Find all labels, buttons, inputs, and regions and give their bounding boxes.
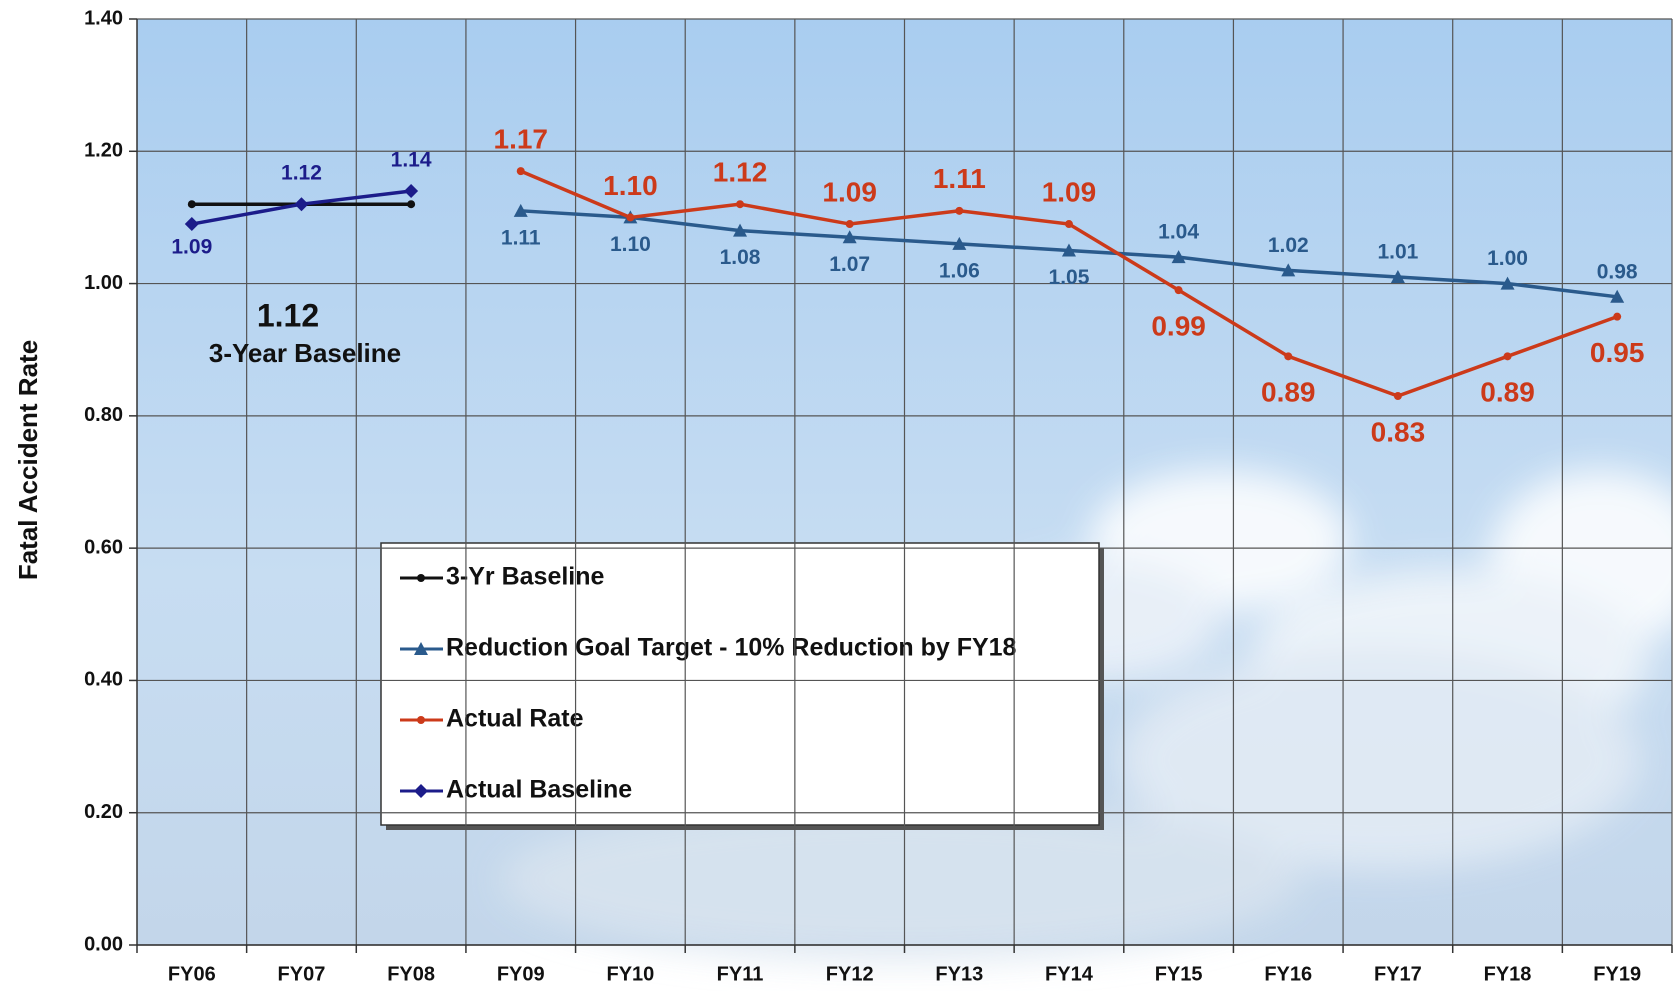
- data-label: 1.01: [1377, 241, 1418, 264]
- x-tick-label: FY18: [1484, 963, 1532, 985]
- legend-label: Actual Baseline: [446, 776, 632, 804]
- y-tick-label: 1.00: [84, 272, 123, 294]
- annotation: 3-Year Baseline: [209, 338, 401, 368]
- data-point: [626, 213, 635, 222]
- x-tick-label: FY09: [497, 963, 545, 985]
- clouds: [500, 470, 1675, 960]
- data-label: 0.89: [1480, 377, 1535, 408]
- data-label: 1.17: [494, 124, 549, 155]
- data-label: 1.10: [610, 233, 651, 256]
- legend-label: Actual Rate: [446, 705, 584, 733]
- y-tick-label: 1.20: [84, 140, 123, 162]
- data-label: 0.98: [1597, 260, 1638, 283]
- data-label: 1.06: [939, 259, 980, 282]
- data-point: [952, 236, 967, 250]
- data-label: 0.89: [1261, 377, 1316, 408]
- annotation: 1.12: [257, 297, 319, 333]
- y-tick-label: 0.60: [84, 536, 123, 558]
- legend-marker: [417, 574, 425, 582]
- data-label: 0.95: [1590, 337, 1645, 368]
- y-tick-label: 1.40: [84, 7, 123, 29]
- data-label: 1.02: [1268, 234, 1309, 257]
- data-point: [187, 200, 196, 209]
- data-label: 1.09: [1042, 176, 1097, 207]
- data-point: [404, 183, 419, 198]
- data-point: [184, 217, 199, 232]
- legend-marker: [417, 716, 425, 724]
- legend-marker: [414, 784, 428, 798]
- x-tick-label: FY08: [387, 963, 435, 985]
- legend: 3-Yr Baseline Reduction Goal Target - 10%…: [380, 542, 1104, 830]
- data-label: 1.14: [391, 149, 432, 172]
- data-label: 1.09: [822, 176, 877, 207]
- x-tick-label: FY10: [606, 963, 654, 985]
- data-point: [733, 223, 748, 237]
- x-tick-label: FY13: [935, 963, 983, 985]
- data-point: [1174, 286, 1183, 295]
- data-label: 1.12: [281, 162, 322, 185]
- data-label: 1.12: [713, 157, 768, 188]
- data-label: 1.11: [933, 163, 986, 194]
- y-tick-label: 0.00: [84, 933, 123, 955]
- data-point: [1281, 263, 1296, 277]
- data-point: [516, 167, 525, 176]
- data-point: [955, 206, 964, 215]
- data-point: [1500, 276, 1515, 290]
- x-tick-label: FY12: [826, 963, 874, 985]
- y-tick-label: 0.80: [84, 404, 123, 426]
- data-point: [1061, 243, 1076, 257]
- data-point: [513, 203, 528, 217]
- data-label: 0.99: [1151, 311, 1206, 342]
- legend-label: Reduction Goal Target - 10% Reduction by…: [446, 634, 1017, 662]
- data-point: [736, 200, 745, 209]
- data-point: [1503, 352, 1512, 361]
- data-point: [1393, 392, 1402, 401]
- x-tick-label: FY19: [1593, 963, 1641, 985]
- y-axis-title: Fatal Accident Rate: [13, 340, 43, 580]
- data-point: [1064, 220, 1073, 229]
- data-point: [1284, 352, 1293, 361]
- x-tick-label: FY07: [278, 963, 326, 985]
- data-point: [845, 220, 854, 229]
- data-point: [294, 197, 309, 212]
- legend-marker: [414, 642, 428, 655]
- data-point: [1390, 269, 1405, 283]
- data-label: 1.07: [829, 253, 870, 276]
- data-point: [1171, 250, 1186, 264]
- y-tick-label: 0.40: [84, 669, 123, 691]
- x-tick-label: FY11: [717, 963, 764, 985]
- data-label: 1.05: [1049, 266, 1090, 289]
- data-point: [1610, 289, 1625, 303]
- data-label: 1.00: [1487, 247, 1528, 270]
- data-label: 1.09: [171, 236, 212, 259]
- y-tick-label: 0.20: [84, 801, 123, 823]
- data-label: 0.83: [1371, 416, 1426, 447]
- legend-box: [380, 542, 1100, 826]
- data-point: [407, 200, 416, 209]
- x-tick-label: FY16: [1264, 963, 1312, 985]
- x-tick-label: FY17: [1374, 963, 1422, 985]
- x-tick-label: FY14: [1045, 963, 1094, 985]
- data-point: [1613, 312, 1622, 321]
- data-label: 1.08: [720, 246, 761, 269]
- legend-label: 3-Yr Baseline: [446, 563, 605, 591]
- data-label: 1.10: [603, 170, 658, 201]
- x-tick-label: FY15: [1155, 963, 1203, 985]
- data-label: 1.11: [501, 226, 541, 249]
- data-point: [842, 230, 857, 244]
- x-tick-label: FY06: [168, 963, 216, 985]
- data-label: 1.04: [1158, 221, 1199, 244]
